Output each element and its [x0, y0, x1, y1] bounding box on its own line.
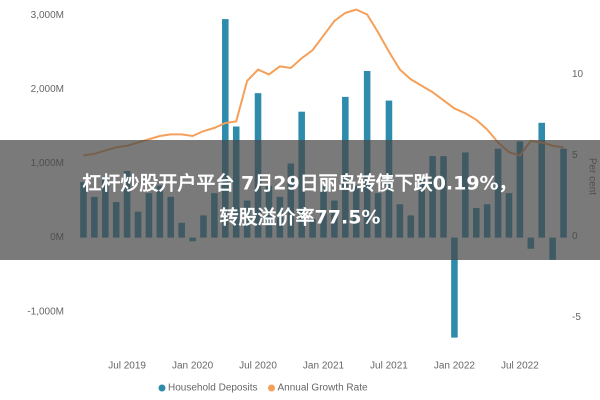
legend-marker [158, 384, 166, 392]
banner-text: 杠杆炒股开户平台 7月29日丽岛转债下跌0.19%， [82, 172, 517, 195]
banner-text: 转股溢价率77.5% [220, 206, 381, 229]
y2-tick-label: -5 [572, 312, 581, 323]
x-tick-label: Jul 2021 [370, 361, 408, 372]
x-tick-label: Jul 2022 [501, 361, 539, 372]
bar [222, 19, 229, 238]
x-tick-label: Jan 2022 [434, 361, 476, 372]
bar [451, 237, 458, 338]
x-tick-label: Jan 2020 [172, 361, 214, 372]
x-tick-label: Jul 2019 [108, 361, 146, 372]
y-tick-label: -1,000M [27, 306, 64, 317]
legend-label: Annual Growth Rate [278, 383, 368, 394]
y2-tick-label: 10 [572, 69, 584, 80]
legend-label: Household Deposits [168, 383, 258, 394]
banner [0, 140, 600, 260]
y-tick-label: 2,000M [31, 84, 64, 95]
x-tick-label: Jan 2021 [303, 361, 345, 372]
legend-marker [268, 384, 275, 392]
x-tick-label: Jul 2020 [239, 361, 277, 372]
line [83, 8, 564, 157]
y-tick-label: 3,000M [31, 10, 64, 21]
